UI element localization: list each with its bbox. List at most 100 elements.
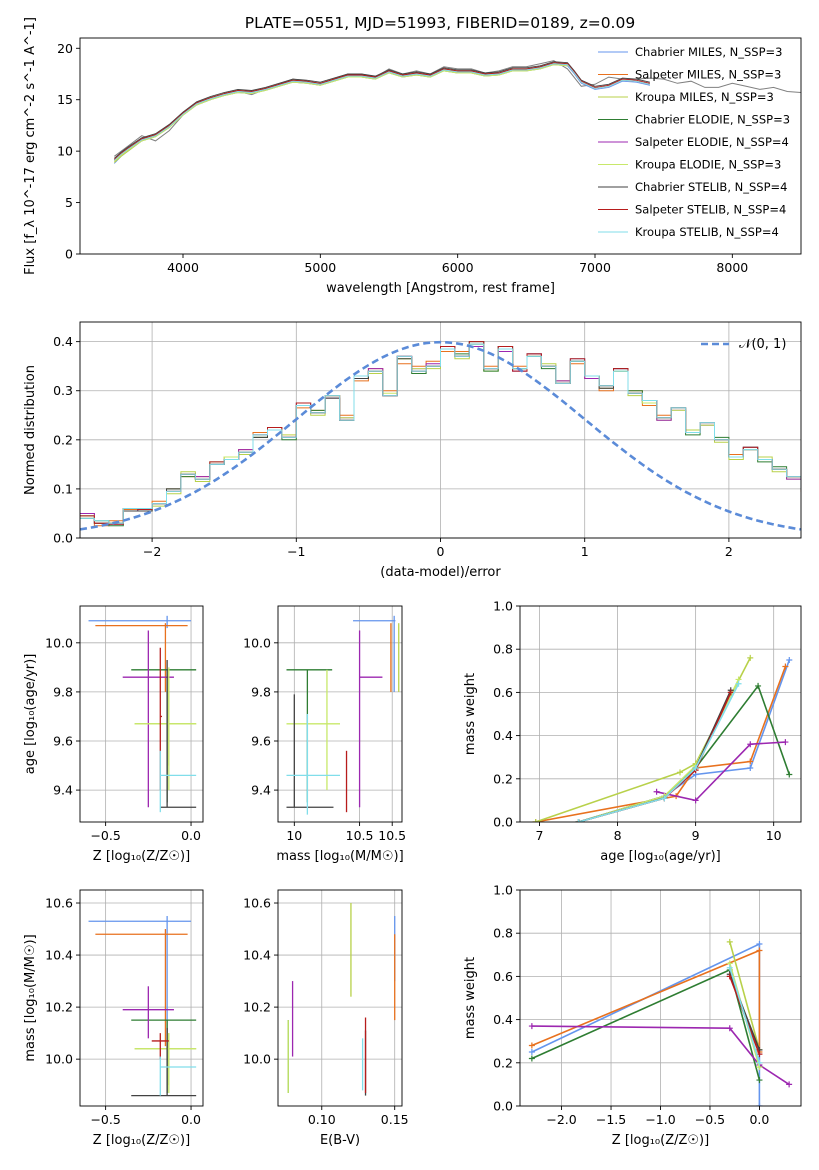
mass_weight_vs_age-point [653,788,660,795]
mass_weight_vs_metallicity-point [756,1103,763,1106]
mass_weight_vs_age-xtick-label: 7 [536,828,544,843]
age_vs_mass-ytick-label: 10.0 [243,635,271,650]
mass_weight_vs_age-point [692,797,699,804]
mass_weight_vs_age-point [747,758,754,765]
residuals-xtick-label: 1 [581,544,589,559]
mass_weight_vs_metallicity-point [528,1023,535,1030]
mass_weight_vs_metallicity-xtick-label: 0.0 [749,1112,769,1127]
mass_weight_vs_age-point [747,765,754,771]
age_vs_mass-xtick-label: 10.5 [378,828,406,843]
mass_weight_vs_metallicity-ytick-label: 0.2 [493,1055,513,1070]
spectrum-series-line-7 [113,62,650,160]
spectrum-ytick-label: 15 [57,92,73,107]
mass_weight_vs_metallicity-xtick-label: −1.5 [596,1112,626,1127]
spectrum-xtick-label: 6000 [442,260,474,275]
mass_weight_vs_age-plot-area [532,654,793,822]
age_vs_mass-xlabel: mass [log₁₀(M/M☉)] [276,849,403,864]
age_vs_mass-xtick-label: 10.5 [346,828,374,843]
mass_vs_metallicity-axes-frame [79,889,204,1107]
figure-title: PLATE=0551, MJD=51993, FIBERID=0189, z=0… [245,14,635,32]
mass_vs_extinction-panel: 0.10 0.15 10.0 10.2 10.4 10.6 E(B-V) [243,889,409,1148]
mass_weight_vs_metallicity-xtick-label: −1.0 [645,1112,675,1127]
mass_vs_extinction-ytick-label: 10.2 [243,1000,271,1015]
mass_weight_vs_metallicity-point [726,1025,733,1032]
mass_weight_vs_metallicity-plot-area [528,938,793,1106]
residuals-xlabel: (data-model)/error [380,565,501,580]
mass_vs_metallicity-plot-area [88,916,197,1097]
mass_weight_vs_age-series-line-7 [578,692,732,822]
histogram-series-5 [80,343,801,524]
residuals-ytick-label: 0.3 [53,383,73,398]
residuals-xtick-label: 0 [437,544,445,559]
mass_vs_metallicity-ytick-label: 10.2 [45,1000,73,1015]
mass_weight_vs_metallicity-xtick-label: −0.5 [695,1112,725,1127]
mass_vs_extinction-ytick-label: 10.4 [243,948,271,963]
spectrum-series-line-1 [114,63,650,162]
age_vs_metallicity-ylabel: age [log₁₀(age/yr)] [23,654,38,775]
residuals-panel: 𝒩(0, 1) −2 −1 0 1 2 0.0 0.1 0.2 0.3 0.4 (data-model… [23,321,802,580]
mass_weight_vs_metallicity-point [726,938,733,945]
spectrum-series-line-5 [114,64,568,162]
spectrum-xtick-label: 4000 [167,260,199,275]
mass_weight_vs_age-point [782,739,789,746]
histogram-series-0 [80,341,801,525]
age_vs_metallicity-ytick-label: 9.8 [53,684,73,699]
mass_weight_vs_age-ytick-label: 0.2 [493,771,513,786]
age_vs_mass-ytick-label: 9.8 [251,684,271,699]
mass_weight_vs_metallicity-series-line-0 [531,942,761,1106]
histogram-series-4 [80,346,801,524]
mass_weight_vs_age-point [782,663,789,670]
mass_weight_vs_metallicity-ytick-label: 0.8 [493,926,513,941]
mass_weight_vs_metallicity-point [756,1059,763,1066]
mass_weight_vs_metallicity-series-line-2 [729,941,761,1051]
mass_weight_vs_age-point [747,654,754,661]
mass_weight_vs_age-point [735,680,742,687]
mass_weight_vs_metallicity-ytick-label: 0.0 [493,1099,513,1114]
mass_weight_vs_metallicity-point [528,1055,535,1062]
age_vs_metallicity-ytick-label: 10.0 [45,635,73,650]
histogram-series-3 [80,341,801,527]
spectrum-axes-frame [79,37,802,255]
age_vs_metallicity-plot-area [88,615,197,813]
mass_vs_metallicity-panel: −0.5 0.0 10.0 10.2 10.4 10.6 Z [log₁₀(Z/Z☉)] ma… [23,889,204,1148]
mass_vs_extinction-xtick-label: 0.10 [308,1112,336,1127]
mass_weight_vs_age-panel: 7 8 9 10 0.0 0.2 0.4 0.6 0.8 1.0 age [log₁₀(age/yr… [463,599,802,864]
mass_weight_vs_age-series-line-3 [578,684,791,822]
histogram-series-7 [80,341,801,525]
residuals-ytick-label: 0.1 [53,481,73,496]
mass_vs_metallicity-ytick-label: 10.4 [45,948,73,963]
age_vs_mass-axes-frame [277,605,403,823]
age_vs_mass-panel: 10 10.5 10.5 9.4 9.6 9.8 10.0 mass [log₁₀(M/M☉)… [243,605,406,864]
age_vs_metallicity-axes-frame [79,605,204,823]
histogram-series-8 [80,343,801,524]
mass_weight_vs_metallicity-series-line-8 [729,967,761,1064]
mass_weight_vs_age-ytick-label: 0.8 [493,642,513,657]
mass_weight_vs_metallicity-point [756,941,763,947]
age_vs_metallicity-ytick-label: 9.6 [53,734,73,749]
mass_weight_vs_metallicity-series-line-3 [531,968,761,1081]
residuals-ylabel: Normed distribution [23,365,38,495]
spectrum-panel: 4000 5000 6000 7000 8000 0 5 10 15 20 wavelength [… [23,17,802,296]
spectrum-xtick-label: 8000 [716,260,748,275]
mass_vs_metallicity-xlabel: Z [log₁₀(Z/Z☉)] [93,1133,190,1148]
spectrum-xlabel: wavelength [Angstrom, rest frame] [326,281,555,296]
spectrum-series-line-8 [113,63,650,161]
spectrum-xtick-label: 5000 [304,260,336,275]
normal-reference-curve [80,340,801,531]
mass_weight_vs_metallicity-series-line-6 [729,973,761,1051]
mass_weight_vs_metallicity-series-line-4 [531,1025,790,1086]
mass_weight_vs_age-ytick-label: 1.0 [493,599,513,614]
mass_weight_vs_metallicity-xtick-label: −2.0 [546,1112,576,1127]
age_vs_mass-plot-area [286,615,400,815]
spectrum-legend-label: Salpeter STELIB, N_SSP=4 [635,203,786,217]
mass_vs_metallicity-xtick-label: 0.0 [181,1112,201,1127]
mass_weight_vs_metallicity-point [756,947,763,954]
mass_weight_vs_age-point [747,741,754,748]
mass_weight_vs_metallicity-panel: −2.0 −1.5 −1.0 −0.5 0.0 0.0 0.2 0.4 0.6 0.8 1.0 Z [… [463,883,802,1148]
mass_weight_vs_age-ylabel: mass weight [463,673,478,755]
residuals-xtick-label: 2 [725,544,733,559]
mass_weight_vs_metallicity-ylabel: mass weight [463,957,478,1039]
mass_weight_vs_metallicity-ytick-label: 0.6 [493,969,513,984]
mass_weight_vs_age-point [661,795,668,802]
mass_weight_vs_age-xtick-label: 10 [766,828,782,843]
